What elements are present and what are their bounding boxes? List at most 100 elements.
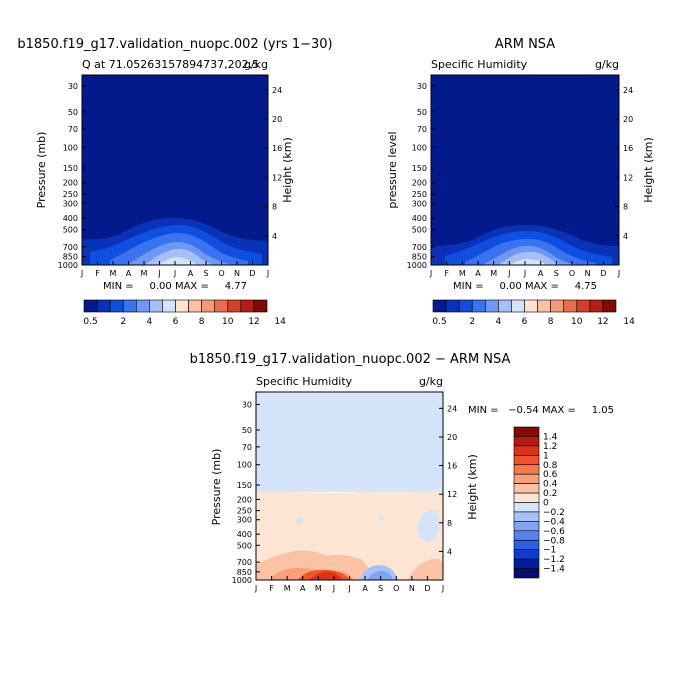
x-tick-label: J	[157, 269, 160, 278]
y-right-tick-label: 24	[623, 86, 633, 95]
y-tick-label: 50	[242, 426, 252, 435]
y-right-tick-label: 16	[447, 462, 457, 471]
y-tick-label: 70	[242, 443, 252, 452]
panel-obs-subtitle: Specific Humidity	[431, 58, 528, 71]
panel-model-title: b1850.f19_g17.validation_nuopc.002 (yrs …	[17, 37, 332, 52]
x-tick-label: F	[444, 269, 449, 278]
colorbar-swatch	[550, 299, 565, 313]
y-right-tick-label: 4	[447, 547, 452, 556]
y-right-tick-label: 16	[623, 144, 633, 153]
x-tick-label: F	[269, 584, 274, 593]
x-tick-label: M	[284, 584, 291, 593]
y-right-tick-label: 20	[272, 115, 282, 124]
x-tick-label: J	[254, 584, 257, 593]
y-tick-label: 1000	[58, 261, 78, 270]
colorbar-label: 0	[543, 499, 549, 509]
y-tick-label: 70	[417, 125, 427, 134]
x-tick-label: N	[234, 269, 240, 278]
x-tick-label: D	[249, 269, 255, 278]
colorbar-swatch	[576, 299, 591, 313]
y-right-tick-label: 12	[447, 490, 457, 499]
colorbar-label: 14	[623, 317, 635, 327]
colorbar-swatch	[175, 299, 189, 313]
panel-diff-ylabel-right: Height (km)	[466, 454, 479, 520]
y-right-tick-label: 12	[272, 173, 282, 182]
colorbar-label: 0.4	[543, 480, 558, 490]
x-tick-label: S	[378, 584, 383, 593]
y-right-tick-label: 4	[623, 232, 628, 241]
colorbar-label: 0.8	[543, 461, 558, 471]
x-tick-label: J	[523, 269, 526, 278]
y-tick-label: 700	[237, 558, 252, 567]
contour-negative-small-2	[378, 515, 384, 521]
colorbar-swatch	[96, 299, 111, 313]
y-tick-label: 1000	[232, 576, 252, 585]
panel-diff-upper-region	[256, 392, 443, 492]
panel-model-contours	[82, 218, 268, 265]
colorbar-swatch	[201, 299, 216, 313]
colorbar-swatch	[602, 299, 617, 313]
colorbar-swatch	[513, 539, 540, 550]
colorbar-swatch	[214, 299, 229, 313]
panel-diff-colorbar: 1.41.210.80.60.40.20−0.2−0.4−0.6−0.8−1−1…	[513, 426, 565, 579]
y-tick-label: 850	[412, 253, 427, 262]
colorbar-swatch	[188, 299, 202, 313]
colorbar-swatch	[227, 299, 242, 313]
panel-model-ylabel: Pressure (mb)	[35, 132, 48, 209]
colorbar-swatch	[513, 511, 540, 522]
colorbar-swatch	[149, 299, 163, 313]
colorbar-swatch	[122, 299, 137, 313]
colorbar-label: 2	[120, 317, 126, 327]
panel-model-ylabel-right: Height (km)	[281, 137, 294, 203]
x-tick-label: D	[424, 584, 430, 593]
colorbar-label: 0.5	[432, 317, 446, 327]
y-tick-label: 150	[63, 164, 78, 173]
y-tick-label: 150	[412, 164, 427, 173]
x-tick-label: O	[393, 584, 399, 593]
panel-model-units: g/kg	[244, 58, 268, 71]
colorbar-swatch	[484, 299, 499, 313]
y-tick-label: 500	[237, 541, 252, 550]
colorbar-label: 4	[146, 317, 152, 327]
colorbar-swatch	[471, 299, 486, 313]
x-tick-label: S	[203, 269, 208, 278]
x-tick-label: N	[585, 269, 591, 278]
colorbar-label: −0.6	[543, 527, 565, 537]
colorbar-swatch	[458, 299, 473, 313]
x-tick-label: M	[141, 269, 148, 278]
panel-obs-contours	[431, 225, 619, 265]
colorbar-swatch	[135, 299, 150, 313]
colorbar-label: 12	[597, 317, 608, 327]
colorbar-swatch	[513, 568, 540, 579]
panel-obs-title: ARM NSA	[495, 37, 555, 52]
y-tick-label: 30	[417, 82, 427, 91]
panel-diff-subtitle: Specific Humidity	[256, 375, 353, 388]
y-tick-label: 400	[237, 530, 252, 539]
y-right-tick-label: 8	[447, 519, 452, 528]
contour-level-6	[158, 257, 198, 265]
y-right-tick-label: 24	[272, 86, 282, 95]
y-tick-label: 200	[237, 495, 252, 504]
y-tick-label: 200	[412, 179, 427, 188]
y-tick-label: 30	[242, 400, 252, 409]
x-tick-label: M	[490, 269, 497, 278]
colorbar-swatch	[513, 521, 540, 532]
contour-negative-right	[417, 509, 440, 542]
x-tick-label: M	[315, 584, 322, 593]
panel-obs-colorbar: 0.5 2 4 6 8 10 12 14	[432, 299, 635, 327]
panel-diff: b1850.f19_g17.validation_nuopc.002 − ARM…	[190, 352, 614, 593]
colorbar-label: 6	[522, 317, 528, 327]
x-tick-label: A	[126, 269, 132, 278]
y-right-tick-label: 8	[272, 203, 277, 212]
colorbar-label: 0.2	[543, 489, 557, 499]
panel-model: b1850.f19_g17.validation_nuopc.002 (yrs …	[17, 37, 332, 327]
y-tick-label: 700	[63, 243, 78, 252]
y-right-tick-label: 24	[447, 404, 457, 413]
contour-level-5	[498, 252, 563, 265]
panel-obs-stats: MIN = 0.00 MAX = 4.75	[453, 281, 597, 292]
y-tick-label: 300	[412, 199, 427, 208]
y-tick-label: 500	[63, 226, 78, 235]
